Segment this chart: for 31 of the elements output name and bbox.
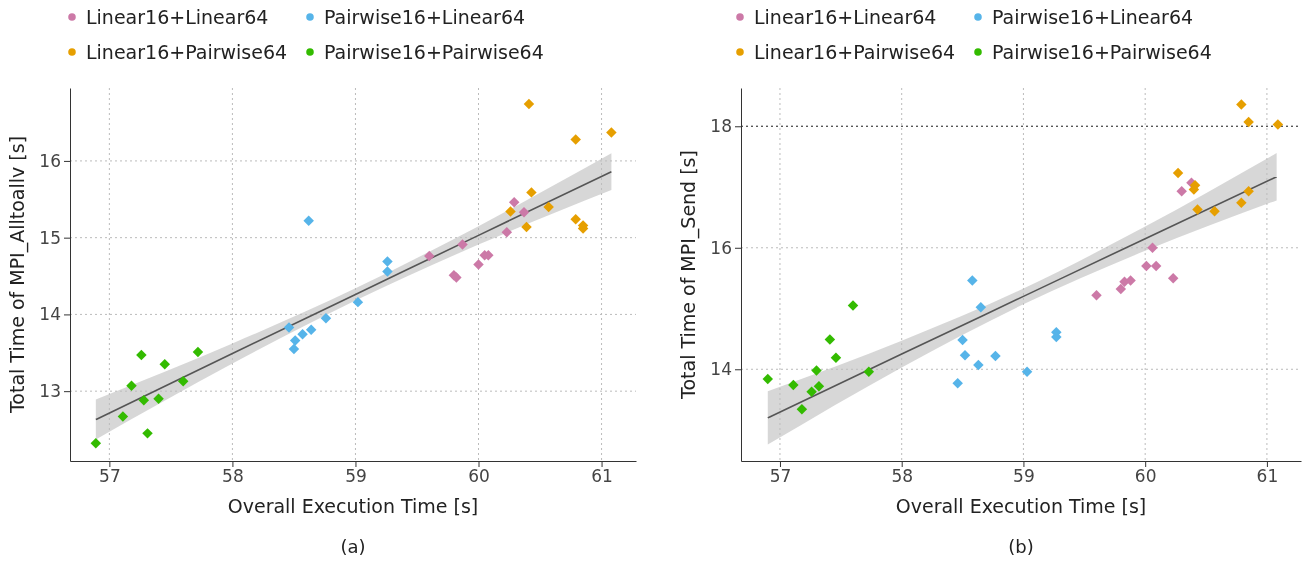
y-axis-title: Total Time of MPI_Send [s] — [677, 150, 700, 400]
text: (a) — [340, 536, 366, 557]
y-tick-label: 16 — [39, 150, 61, 171]
x-tick-label: 58 — [222, 466, 244, 487]
y-tick-label: 15 — [39, 227, 61, 248]
x-tick-label: 57 — [99, 466, 121, 487]
y-tick-label: 14 — [39, 304, 61, 325]
y-tick-label: 16 — [710, 237, 732, 258]
x-axis-title: Overall Execution Time [s] — [227, 495, 479, 517]
legend-label: Pairwise16+Linear64 — [992, 6, 1194, 28]
legend-label: Linear16+Linear64 — [86, 6, 269, 28]
legend-label: Linear16+Pairwise64 — [754, 41, 956, 63]
x-tick-label: 60 — [468, 466, 490, 487]
x-tick-label: 59 — [1013, 466, 1035, 487]
x-tick-label: 61 — [591, 466, 613, 487]
y-tick-label: 13 — [39, 381, 61, 402]
x-tick-label: 57 — [769, 466, 792, 487]
legend-label: Pairwise16+Pairwise64 — [324, 41, 544, 63]
y-axis-title: Total Time of MPI_Alltoallv [s] — [6, 135, 29, 415]
legend-label: Linear16+Linear64 — [754, 6, 937, 28]
x-tick-label: 60 — [1134, 466, 1157, 487]
legend-label: Pairwise16+Pairwise64 — [992, 41, 1212, 63]
x-tick-label: 59 — [345, 466, 367, 487]
legend-label: Pairwise16+Linear64 — [324, 6, 526, 28]
legend-label: Linear16+Pairwise64 — [86, 41, 288, 63]
y-tick-label: 14 — [710, 359, 732, 380]
text: (b) — [1008, 536, 1034, 557]
x-tick-label: 61 — [1256, 466, 1279, 487]
y-tick-label: 18 — [710, 116, 732, 137]
x-axis-title: Overall Execution Time [s] — [895, 495, 1147, 517]
x-tick-label: 58 — [891, 466, 914, 487]
